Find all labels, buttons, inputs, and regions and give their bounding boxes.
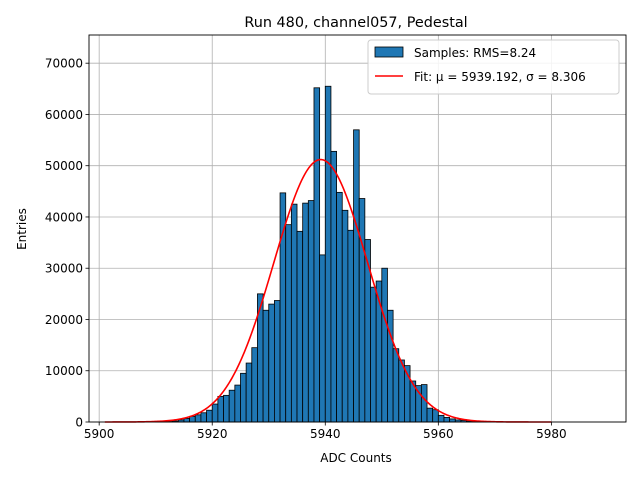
y-tick-label: 0: [75, 415, 83, 429]
histogram-bar: [296, 230, 304, 423]
x-tick-label: 5900: [84, 427, 115, 441]
y-tick-label: 50000: [45, 159, 83, 173]
histogram-bar: [228, 389, 236, 423]
histogram-bars: [155, 85, 496, 423]
histogram-bar: [200, 412, 207, 423]
y-tick-label: 30000: [45, 262, 83, 276]
histogram-bar: [336, 191, 343, 423]
histogram-bar: [420, 384, 428, 423]
histogram-bar: [302, 202, 309, 423]
histogram-bar: [341, 209, 349, 423]
y-tick-label: 60000: [45, 108, 83, 122]
histogram-bar: [353, 129, 360, 423]
histogram-bar: [432, 409, 439, 423]
histogram-bar: [347, 229, 354, 423]
legend-label-fit: Fit: μ = 5939.192, σ = 8.306: [414, 70, 586, 84]
histogram-bar: [319, 254, 326, 423]
histogram-bar: [251, 347, 258, 423]
legend-label-samples: Samples: RMS=8.24: [414, 46, 536, 60]
x-axis-label: ADC Counts: [320, 451, 392, 465]
y-tick-label: 10000: [45, 364, 83, 378]
x-tick-label: 5960: [423, 427, 454, 441]
histogram-bar: [211, 403, 219, 423]
histogram-bar: [398, 359, 405, 423]
histogram-bar: [223, 394, 230, 423]
y-tick-label: 70000: [45, 56, 83, 70]
histogram-bar: [443, 416, 451, 423]
x-tick-label: 5940: [310, 427, 341, 441]
histogram-bar: [240, 372, 247, 423]
legend-histogram-swatch: [374, 46, 404, 58]
x-tick-label: 5980: [536, 427, 567, 441]
histogram-bar: [330, 150, 337, 423]
histogram-bar: [268, 303, 275, 423]
histogram-bar: [426, 407, 434, 423]
histogram-bar: [262, 309, 270, 423]
y-tick-label: 40000: [45, 210, 83, 224]
histogram-bar: [206, 409, 213, 423]
histogram-bar: [313, 87, 321, 423]
histogram-bar: [290, 203, 298, 423]
histogram-bar: [449, 418, 456, 423]
histogram-bar: [245, 362, 253, 423]
plot-area: 5900 5920 5940 5960 5980 0 10000 20000 30000 400…: [45, 34, 627, 441]
histogram-bar: [324, 85, 332, 423]
histogram-bar: [392, 348, 400, 423]
legend-box: [367, 39, 620, 95]
gaussian-fit-line: [104, 158, 552, 423]
chart-title: Run 480, channel057, Pedestal: [244, 15, 467, 31]
histogram-bar: [183, 418, 191, 423]
y-tick-label: 20000: [45, 313, 83, 327]
histogram-bar: [381, 267, 388, 423]
histogram-bar: [370, 286, 377, 423]
histogram-bar: [194, 414, 202, 423]
axes-frame: [88, 34, 627, 423]
y-axis-label: Entries: [15, 208, 29, 250]
histogram-bar: [274, 300, 281, 423]
y-axis-ticks: 0 10000 20000 30000 40000 50000 60000 70000: [45, 56, 89, 429]
histogram-bar: [307, 200, 315, 423]
histogram-bar: [234, 384, 241, 423]
x-tick-label: 5920: [197, 427, 228, 441]
legend: Samples: RMS=8.24 Fit: μ = 5939.192, σ =…: [367, 39, 620, 95]
histogram-bar: [285, 224, 292, 423]
histogram-bar: [358, 198, 366, 423]
histogram-bar: [217, 395, 224, 423]
x-axis-ticks: 5900 5920 5940 5960 5980: [84, 422, 567, 441]
histogram-bar: [437, 414, 445, 423]
